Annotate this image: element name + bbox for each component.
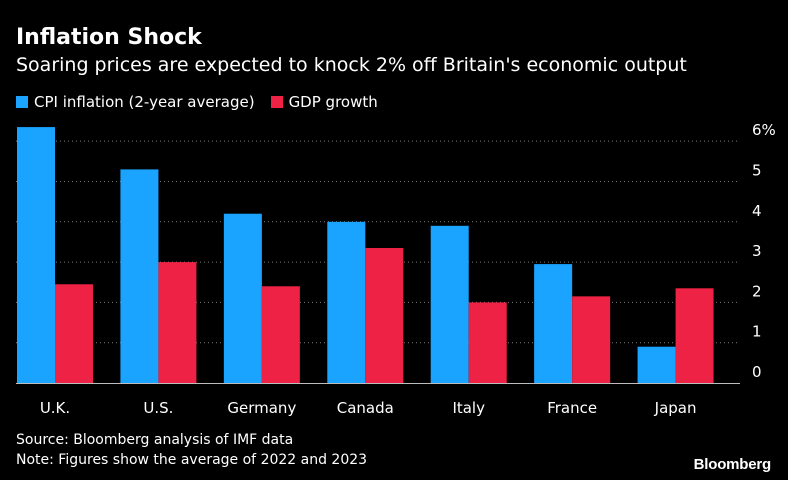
y-tick-label: 4 bbox=[752, 202, 762, 220]
y-tick-label: 1 bbox=[752, 323, 762, 341]
x-category-label: U.S. bbox=[143, 399, 173, 417]
x-category-label: Italy bbox=[452, 399, 485, 417]
cpi-bar bbox=[327, 221, 366, 383]
cpi-bar bbox=[223, 213, 262, 383]
gdp-bar bbox=[468, 302, 507, 383]
gdp-bar bbox=[55, 284, 93, 383]
cpi-bar bbox=[120, 169, 159, 383]
gdp-bar bbox=[158, 262, 197, 383]
cpi-bar bbox=[534, 264, 573, 383]
chart-subtitle: Soaring prices are expected to knock 2% … bbox=[16, 54, 687, 76]
x-category-label: France bbox=[547, 399, 597, 417]
legend-label-cpi: CPI inflation (2-year average) bbox=[34, 93, 255, 111]
y-tick-label: 0 bbox=[752, 363, 762, 381]
source-note: Source: Bloomberg analysis of IMF data bbox=[16, 432, 294, 448]
figures-note: Note: Figures show the average of 2022 a… bbox=[16, 452, 368, 468]
y-tick-label: 3 bbox=[752, 242, 762, 260]
cpi-bar bbox=[430, 225, 469, 383]
y-tick-label: 2 bbox=[752, 282, 762, 300]
chart-legend: CPI inflation (2-year average) GDP growt… bbox=[16, 92, 394, 112]
legend-item-gdp: GDP growth bbox=[270, 92, 378, 112]
gdp-bar bbox=[675, 288, 714, 383]
gdp-bar bbox=[365, 247, 404, 383]
y-tick-label: 6% bbox=[752, 121, 776, 139]
x-category-label: Germany bbox=[227, 399, 296, 417]
chart-footer: Source: Bloomberg analysis of IMF data N… bbox=[16, 430, 367, 470]
y-tick-label: 5 bbox=[752, 161, 762, 179]
legend-label-gdp: GDP growth bbox=[288, 93, 378, 111]
gdp-bar bbox=[261, 286, 300, 383]
chart-title: Inflation Shock bbox=[16, 25, 202, 50]
legend-item-cpi: CPI inflation (2-year average) bbox=[16, 92, 255, 112]
gdp-bar bbox=[572, 296, 611, 383]
x-category-label: Japan bbox=[654, 399, 697, 417]
legend-swatch-cpi bbox=[16, 96, 28, 108]
x-category-label: U.K. bbox=[40, 399, 70, 417]
cpi-bar bbox=[17, 127, 55, 383]
legend-swatch-gdp bbox=[270, 96, 283, 108]
cpi-bar bbox=[637, 346, 676, 383]
x-category-label: Canada bbox=[337, 399, 394, 417]
bloomberg-logo: Bloomberg bbox=[693, 456, 772, 473]
